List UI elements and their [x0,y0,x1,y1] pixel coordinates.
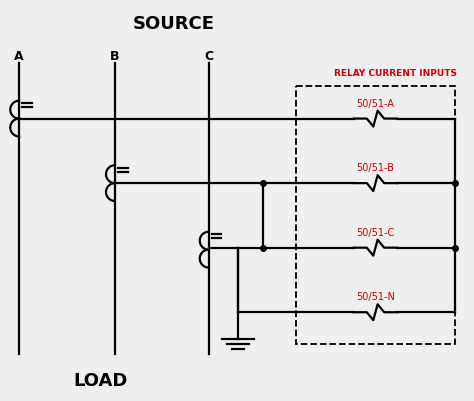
Text: RELAY CURRENT INPUTS: RELAY CURRENT INPUTS [334,69,457,78]
Text: 50/51-N: 50/51-N [356,292,395,302]
Text: 50/51-A: 50/51-A [356,99,394,109]
Text: B: B [110,49,119,63]
Text: 50/51-C: 50/51-C [356,228,394,238]
Text: C: C [204,49,213,63]
Text: LOAD: LOAD [73,372,128,390]
Text: 50/51-B: 50/51-B [356,163,394,173]
Text: SOURCE: SOURCE [133,15,215,33]
Text: A: A [14,49,24,63]
